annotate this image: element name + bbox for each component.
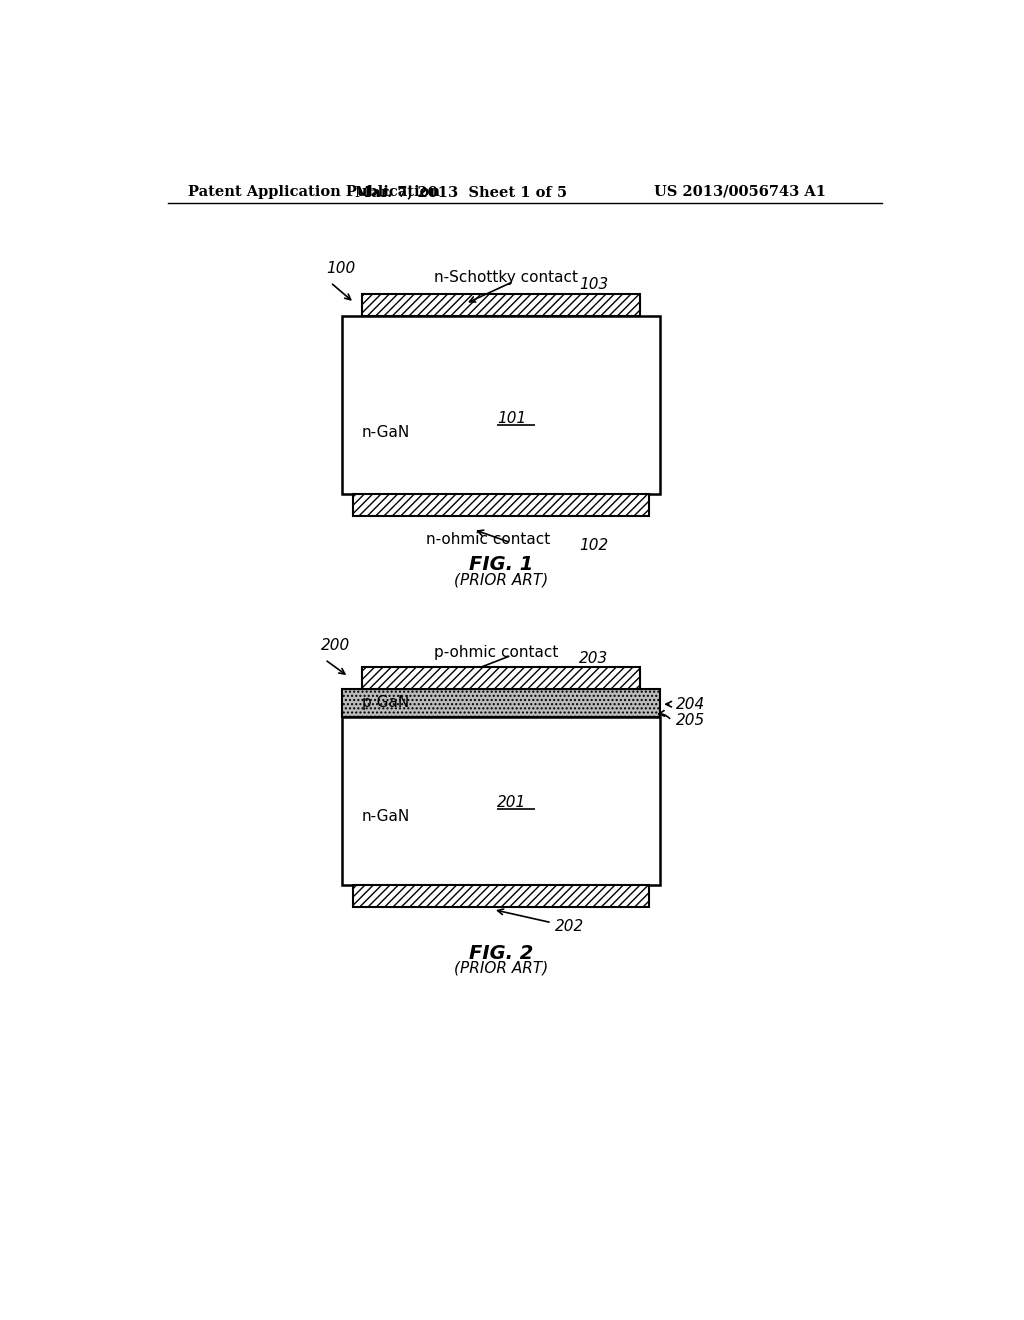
Text: 102: 102 bbox=[579, 539, 608, 553]
Text: FIG. 1: FIG. 1 bbox=[469, 556, 534, 574]
Text: US 2013/0056743 A1: US 2013/0056743 A1 bbox=[654, 185, 826, 199]
Text: n-ohmic contact: n-ohmic contact bbox=[426, 532, 550, 546]
Bar bbox=[342, 315, 659, 494]
Text: 200: 200 bbox=[321, 639, 350, 653]
Bar bbox=[342, 718, 659, 886]
Text: p-ohmic contact: p-ohmic contact bbox=[433, 645, 558, 660]
Text: (PRIOR ART): (PRIOR ART) bbox=[454, 961, 548, 975]
Bar bbox=[362, 667, 640, 689]
Bar bbox=[352, 886, 649, 907]
Text: (PRIOR ART): (PRIOR ART) bbox=[454, 573, 548, 587]
Text: Mar. 7, 2013  Sheet 1 of 5: Mar. 7, 2013 Sheet 1 of 5 bbox=[355, 185, 567, 199]
Text: 100: 100 bbox=[327, 261, 355, 276]
Bar bbox=[342, 689, 659, 718]
Text: p GaN: p GaN bbox=[362, 694, 410, 710]
Text: 101: 101 bbox=[497, 411, 526, 426]
Bar bbox=[362, 293, 640, 315]
Text: Patent Application Publication: Patent Application Publication bbox=[187, 185, 439, 199]
Text: FIG. 2: FIG. 2 bbox=[469, 944, 534, 962]
Text: n-Schottky contact: n-Schottky contact bbox=[433, 269, 578, 285]
Text: 203: 203 bbox=[579, 651, 608, 667]
Text: n-GaN: n-GaN bbox=[362, 809, 411, 824]
Bar bbox=[352, 494, 649, 516]
Text: n-GaN: n-GaN bbox=[362, 425, 411, 441]
Text: 201: 201 bbox=[497, 795, 526, 810]
Text: 103: 103 bbox=[579, 277, 608, 292]
Text: 202: 202 bbox=[555, 919, 585, 935]
Text: 205: 205 bbox=[676, 713, 705, 727]
Text: 204: 204 bbox=[676, 697, 705, 711]
